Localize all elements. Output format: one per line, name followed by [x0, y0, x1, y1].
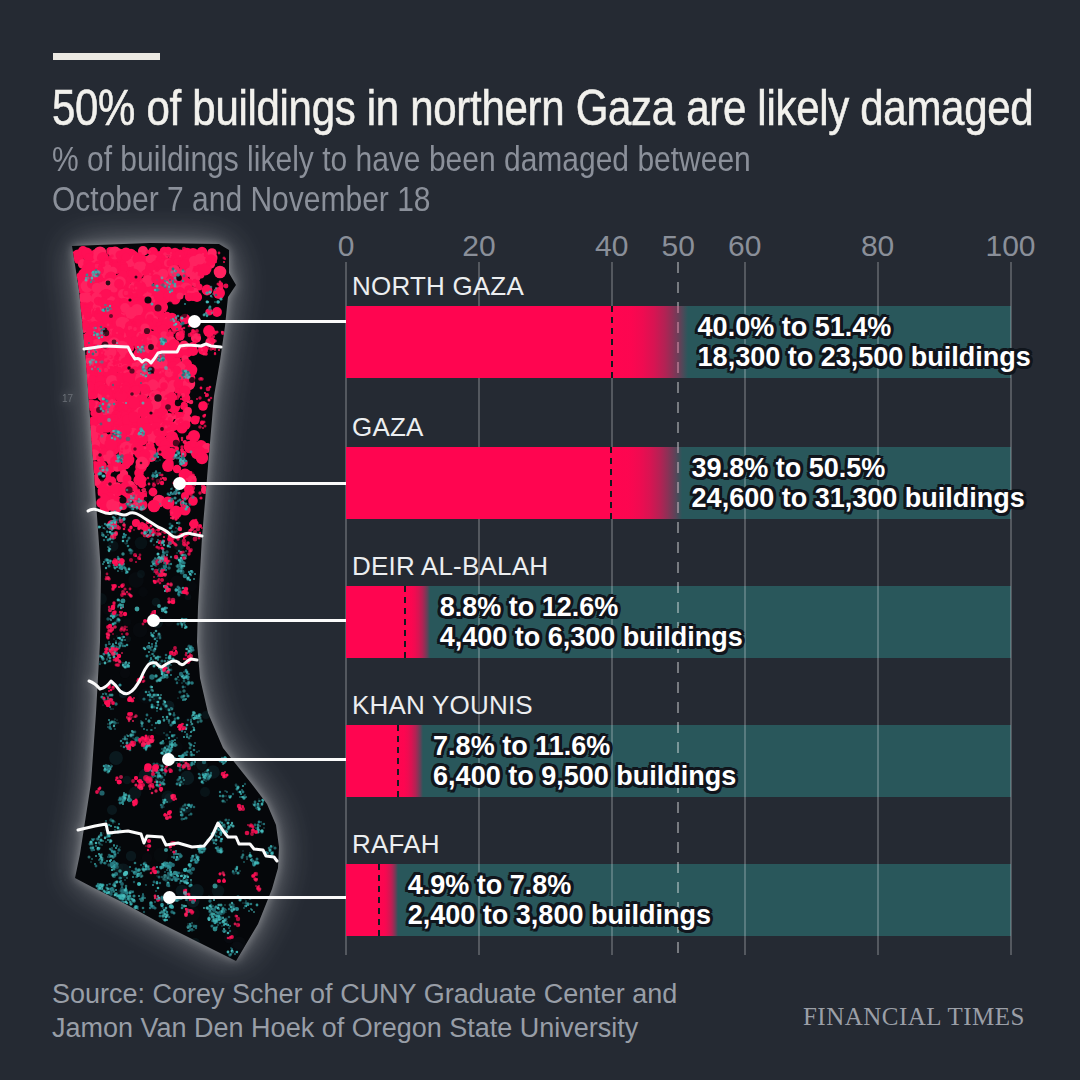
svg-text:17: 17	[62, 393, 74, 404]
